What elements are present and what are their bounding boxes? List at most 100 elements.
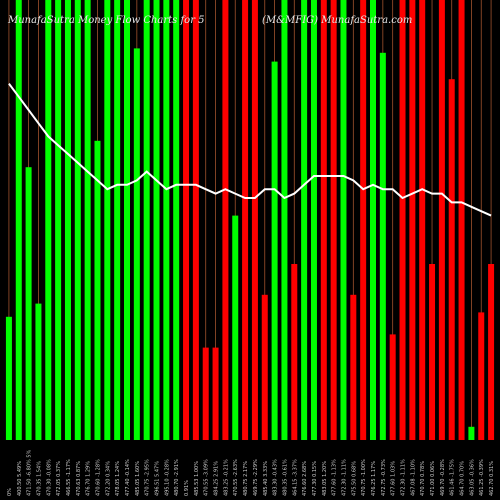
bar <box>212 347 219 440</box>
bar <box>183 0 190 440</box>
x-tick-label: 483.25 -0.21% <box>223 459 229 496</box>
bar <box>94 140 101 441</box>
bar <box>5 316 12 440</box>
x-tick-label: 480.70 -2.91% <box>174 459 180 496</box>
bar <box>301 0 308 440</box>
x-tick-label: 470.35 1.54% <box>36 461 42 496</box>
x-tick-label: 485.53 1.00% <box>194 461 200 496</box>
bar <box>45 0 52 440</box>
x-tick-label: 469.70 -0.28% <box>440 459 446 496</box>
bar <box>232 215 239 440</box>
bar <box>114 0 121 440</box>
x-tick-label: 400.50 5.49% <box>17 461 23 496</box>
bar <box>360 0 367 440</box>
x-tick-label: 470.70 0.78% <box>420 461 426 496</box>
x-tick-label: 462.70 0.31% <box>489 461 495 496</box>
bar <box>330 0 337 440</box>
bar <box>320 0 327 440</box>
bar <box>242 0 249 440</box>
bar <box>281 0 288 440</box>
bar <box>340 0 347 440</box>
x-tick-label: 463.05 -0.36% <box>469 459 475 496</box>
bar <box>379 52 386 441</box>
x-tick-label: 470.30 -0.08% <box>46 459 52 496</box>
x-tick-label: 0% <box>7 488 13 496</box>
bar <box>133 48 140 441</box>
x-tick-label: 469.75 -2.29% <box>253 459 259 496</box>
x-tick-label: 471.00 0.06% <box>430 461 436 496</box>
x-tick-label: 472.30 -1.11% <box>401 459 407 496</box>
x-tick-label: 472.20 0.34% <box>105 461 111 496</box>
bar <box>251 0 258 440</box>
x-tick-label: 470.55 -2.63% <box>233 459 239 496</box>
x-tick-label: 477.40 -0.14% <box>125 459 131 496</box>
bar <box>291 264 298 440</box>
x-tick-label: 467.08 -1.10% <box>410 459 416 496</box>
bar <box>35 303 42 440</box>
x-tick-label: 472.75 -0.73% <box>381 459 387 496</box>
bar <box>222 0 229 440</box>
bar <box>143 0 150 440</box>
x-tick-label: 476.70 1.29% <box>86 461 92 496</box>
x-tick-label: 495.10 -0.28% <box>164 459 170 496</box>
x-tick-label: 0.91% <box>184 480 190 496</box>
bar <box>399 0 406 440</box>
bar <box>153 0 160 440</box>
x-tick-label: 480.35 -0.61% <box>282 459 288 496</box>
bar <box>74 0 81 440</box>
bar <box>438 0 445 440</box>
x-tick-label: 477.30 0.15% <box>312 461 318 496</box>
x-tick-label: 464.70 0.70% <box>460 461 466 496</box>
bar <box>488 264 495 440</box>
x-tick-label: 484.25 2.91% <box>214 461 220 496</box>
bar <box>310 0 317 440</box>
bar <box>55 0 62 440</box>
bar <box>124 0 130 440</box>
x-tick-label: 461.25 -0.39% <box>479 459 485 496</box>
bar <box>104 0 111 440</box>
chart-title-left: MunafaSutra Money Flow Charts for 5 <box>7 15 205 26</box>
bar <box>370 0 376 440</box>
bar <box>202 347 209 440</box>
bar <box>173 0 180 440</box>
x-tick-label: 470.63 0.87% <box>76 461 82 496</box>
x-tick-label: 464.15 -3.37% <box>292 459 298 496</box>
bar <box>64 0 71 440</box>
x-tick-label: 470.75 -1.00% <box>361 459 367 496</box>
x-tick-label: 476.60 2.68% <box>302 461 308 496</box>
bar <box>468 426 475 440</box>
bar <box>192 0 199 440</box>
bars <box>5 0 495 441</box>
x-tick-label: 471.50 -6.80% 5% <box>27 449 33 496</box>
bar <box>163 0 170 440</box>
bar <box>25 167 32 440</box>
bar <box>84 0 91 440</box>
bar <box>458 0 465 440</box>
bar <box>419 0 426 440</box>
x-tick-label: 485.05 1.60% <box>135 461 141 496</box>
x-tick-label: 476.25 1.17% <box>371 461 377 496</box>
x-tick-label: 472.30 -1.11% <box>341 459 347 496</box>
x-tick-label: 475.50 0.68% <box>351 461 357 496</box>
x-tick-label: 470.55 -3.09% <box>204 459 210 496</box>
bar <box>429 264 436 440</box>
x-tick-label: 485.40 3.33% <box>263 461 269 496</box>
price-line <box>8 82 492 217</box>
x-tick-label: 480.75 2.17% <box>243 461 249 496</box>
bar <box>350 294 357 440</box>
bar <box>271 61 278 440</box>
x-tick-labels: 0% 400.50 5.49% 471.50 -6.80% 5% 470.35 1.5… <box>7 449 495 496</box>
x-tick-label: 477.60 1.03% <box>391 461 397 496</box>
bar <box>261 294 268 440</box>
x-tick-label: 477.60 -1.13% <box>332 459 338 496</box>
bar <box>478 312 485 440</box>
x-tick-label: 478.05 1.24% <box>115 461 121 496</box>
x-tick-label: 496.51 5.47% <box>155 461 161 496</box>
x-tick-label: 472.05 0.37% <box>56 461 62 496</box>
bar <box>409 0 416 440</box>
x-tick-label: 483.05 1.20% <box>322 461 328 496</box>
x-tick-label: 483.30 -0.43% <box>273 459 279 496</box>
